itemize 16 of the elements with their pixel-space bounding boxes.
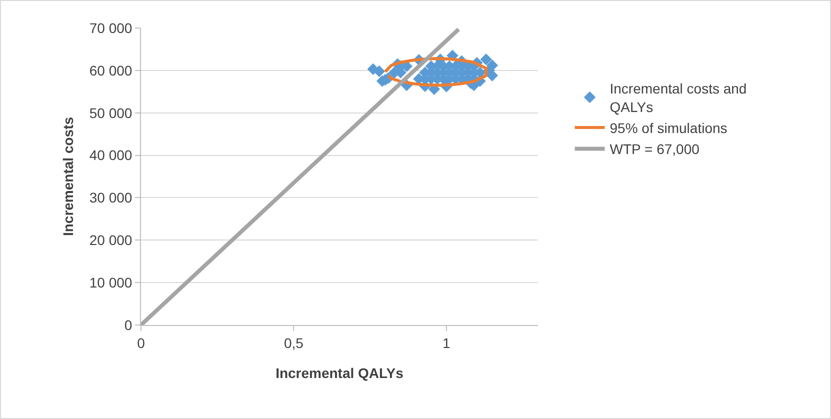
- y-tick-label: 30 000: [89, 190, 132, 206]
- x-tick-label: 0,5: [284, 334, 304, 351]
- y-tick-label: 70 000: [89, 20, 132, 36]
- y-tick-label: 60 000: [89, 62, 132, 78]
- y-tick-label: 20 000: [89, 232, 132, 248]
- x-tick-label: 1: [442, 334, 450, 351]
- legend-label: Incremental costs and QALYs: [610, 80, 747, 115]
- x-axis-title: Incremental QALYs: [276, 365, 404, 382]
- legend-label: WTP = 67,000: [610, 141, 700, 158]
- y-axis-title: Incremental costs: [60, 116, 76, 236]
- y-tick-label: 50 000: [89, 104, 132, 121]
- y-tick-label: 10 000: [89, 274, 132, 290]
- legend-label: 95% of simulations: [610, 120, 728, 136]
- x-tick-label: 0: [137, 334, 146, 351]
- y-tick-label: 40 000: [89, 147, 132, 164]
- y-tick-label: 0: [124, 316, 132, 333]
